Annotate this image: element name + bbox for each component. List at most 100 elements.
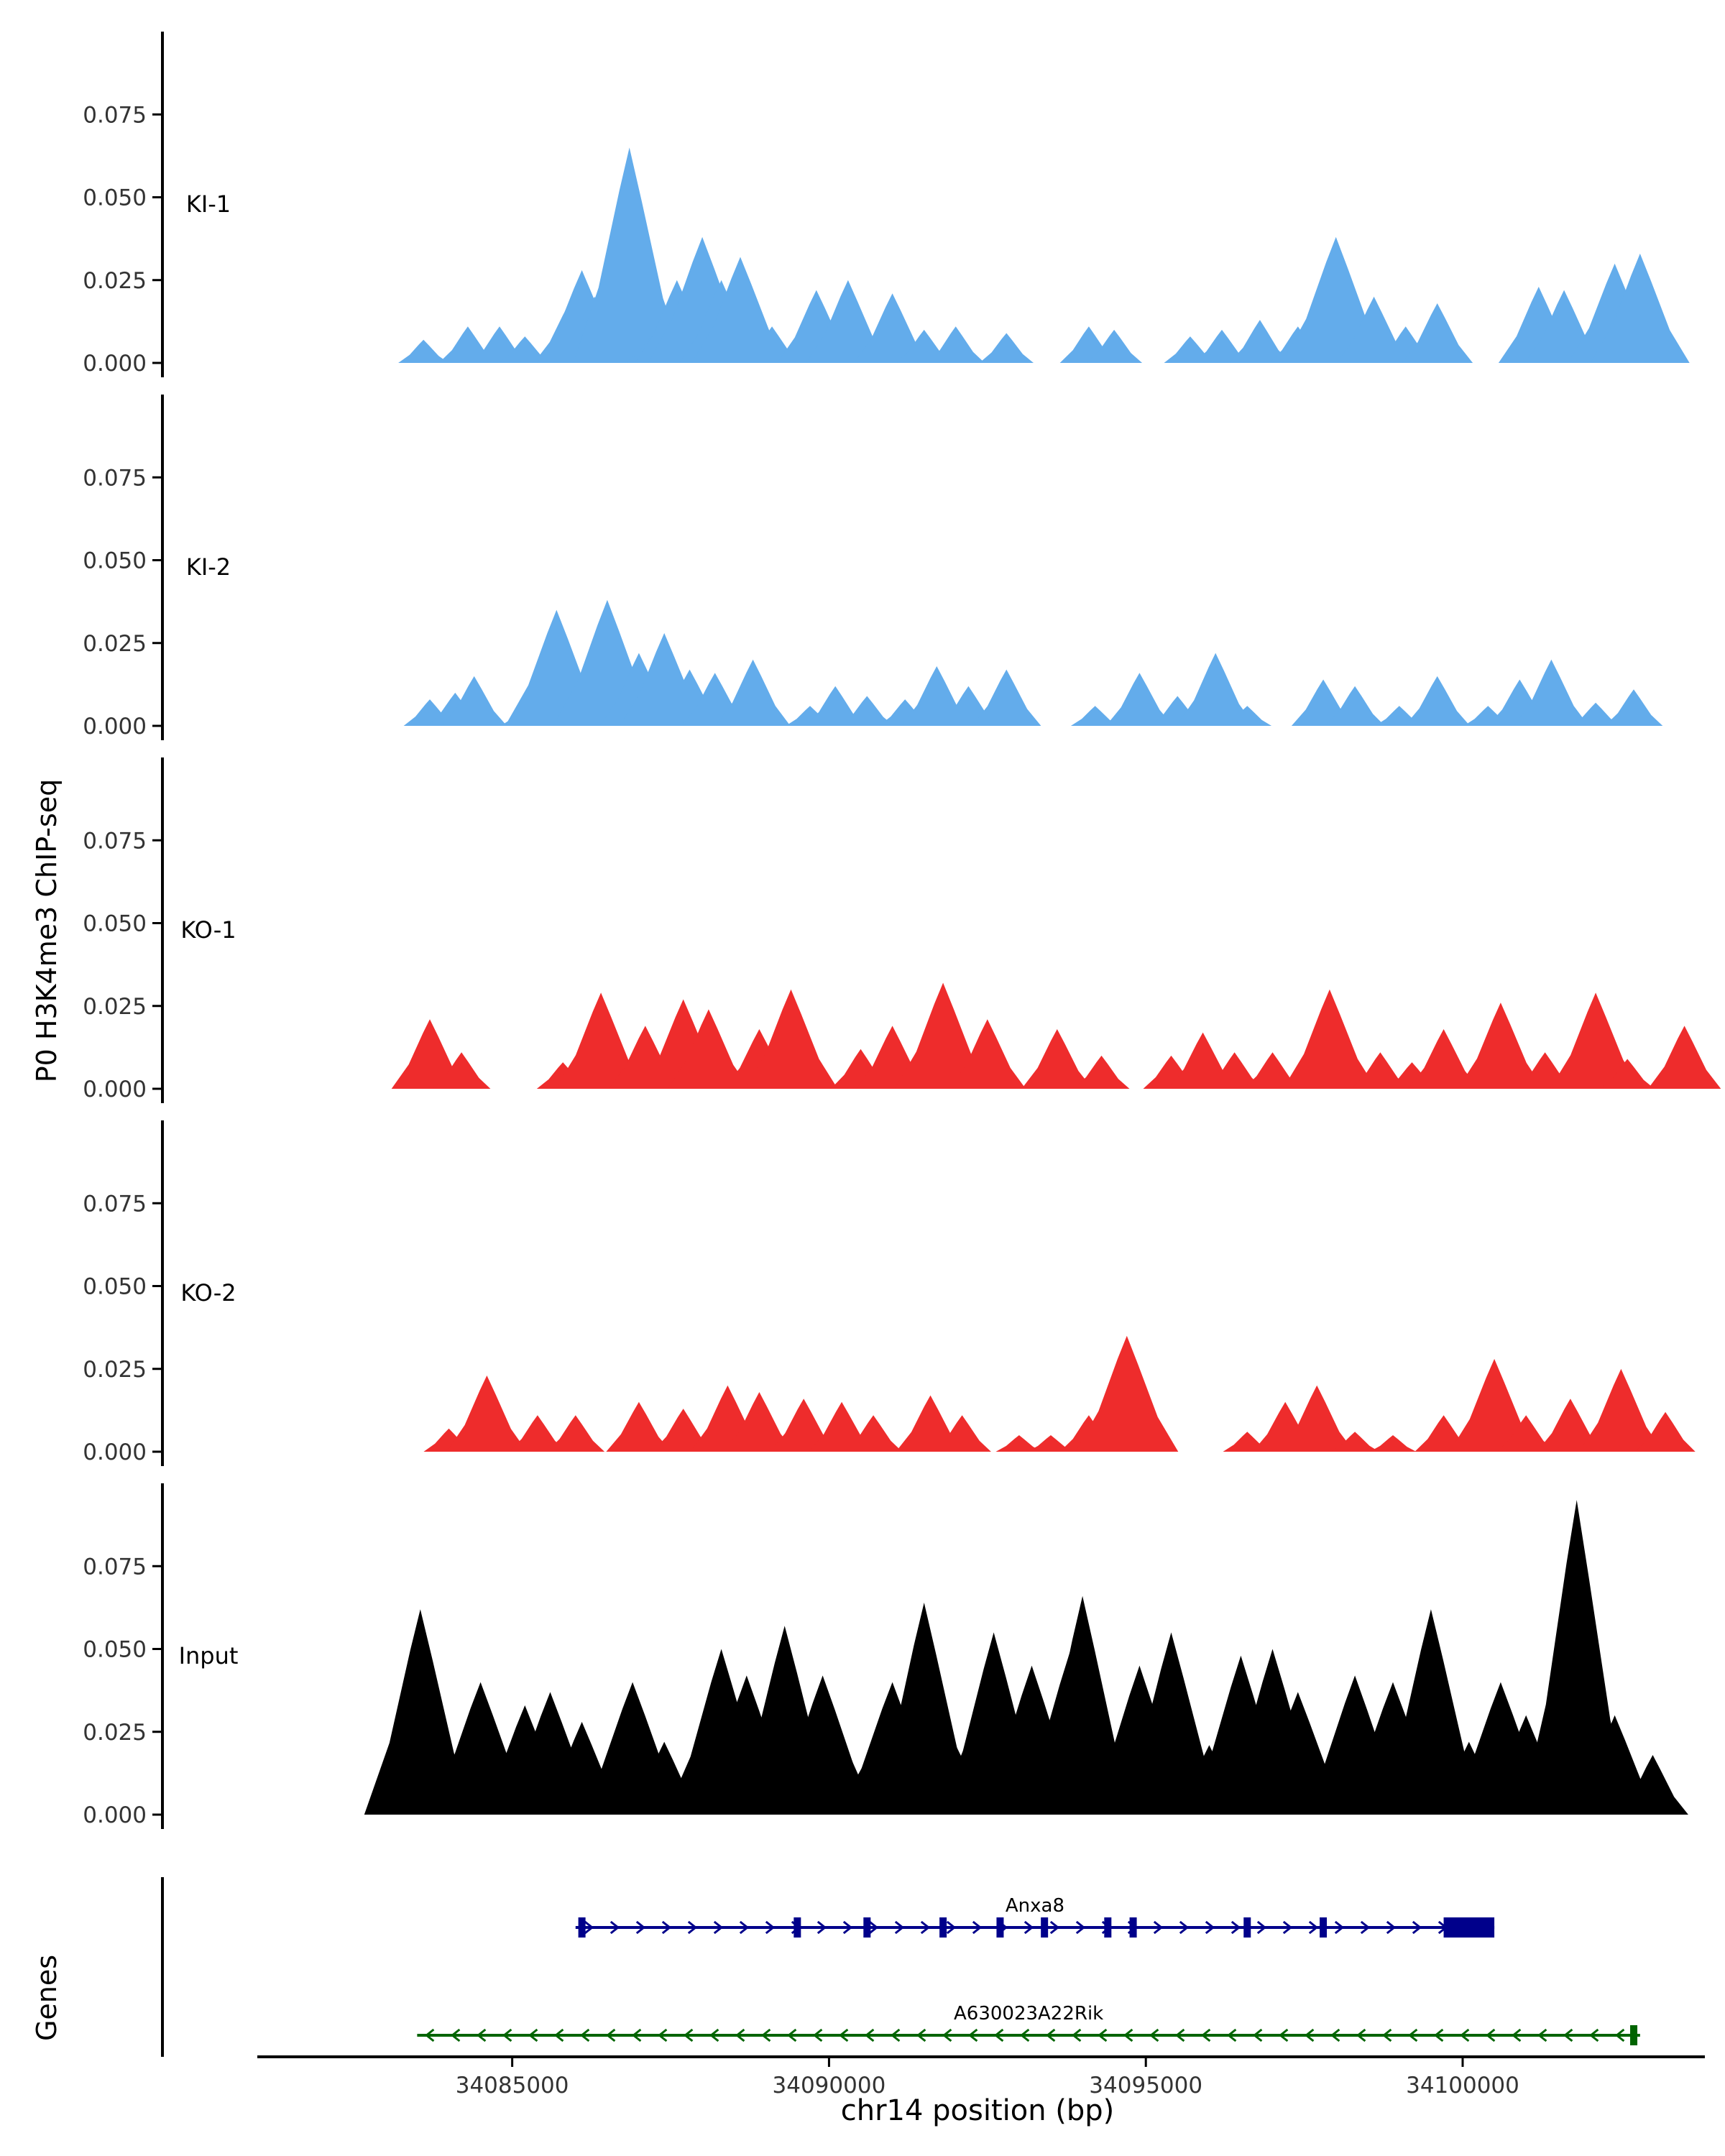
signal-peak — [1027, 1435, 1075, 1452]
exon — [794, 1917, 801, 1938]
strand-arrow — [972, 1920, 983, 1935]
signal-peak — [844, 1415, 903, 1452]
strand-arrow — [502, 2028, 512, 2042]
strand-arrow — [916, 2028, 926, 2042]
strand-arrow — [1075, 1920, 1086, 1935]
strand-arrow — [739, 1920, 750, 1935]
strand-arrow — [894, 1920, 905, 1935]
y-tick-label: 0.050 — [83, 1637, 147, 1663]
strand-arrow — [942, 2028, 952, 2042]
signal-peak — [1537, 1399, 1604, 1452]
track-ki-1: 0.000 0.025 0.050 0.075 KI-1 — [83, 32, 1690, 377]
exon-block — [1443, 1917, 1495, 1938]
signal-peak — [1578, 1368, 1663, 1452]
y-tick-label: 0.075 — [83, 1191, 147, 1217]
signal-peak — [995, 1435, 1043, 1452]
strand-arrow — [683, 2028, 694, 2042]
signal-peak — [1205, 1052, 1264, 1089]
strand-arrow — [1588, 2028, 1599, 2042]
signal-peak — [1351, 1052, 1409, 1089]
y-tick-label: 0.000 — [83, 1077, 147, 1102]
strand-arrow — [1433, 2028, 1444, 2042]
signal-peak — [1176, 653, 1255, 726]
track-ki-2: 0.000 0.025 0.050 0.075 KI-2 — [83, 395, 1663, 740]
strand-arrow — [584, 1920, 594, 1935]
strand-arrow — [1123, 2028, 1133, 2042]
signal-peak — [1617, 1755, 1688, 1815]
strand-arrow — [1097, 2028, 1108, 2042]
signal-peak — [1600, 1059, 1655, 1089]
signal-peak — [949, 1019, 1026, 1089]
strand-arrow — [760, 2028, 771, 2042]
signal-peak — [1279, 1385, 1355, 1452]
signal-peak — [805, 686, 865, 726]
strand-arrow — [946, 1920, 957, 1935]
strand-arrow — [553, 2028, 564, 2042]
y-tick-label: 0.000 — [83, 1802, 147, 1828]
strand-arrow — [1356, 2028, 1366, 2042]
signal-peak — [1520, 1500, 1633, 1815]
exon — [1630, 2025, 1638, 2045]
strand-arrow — [1205, 1920, 1215, 1935]
y-tick-label: 0.075 — [83, 828, 147, 854]
signal-peak — [933, 1415, 991, 1452]
signal-peak — [744, 989, 838, 1089]
strand-arrow — [610, 1920, 620, 1935]
signal-peak — [546, 1415, 605, 1452]
y-tick-label: 0.050 — [83, 185, 147, 211]
strand-arrow — [1230, 1920, 1241, 1935]
strand-arrow — [1614, 2028, 1625, 2042]
strand-arrow — [661, 1920, 672, 1935]
strand-arrow — [579, 2028, 590, 2042]
strand-arrow — [450, 2028, 461, 2042]
strand-arrow — [967, 2028, 978, 2042]
track-name-label: KO-2 — [180, 1279, 236, 1307]
x-axis-title: chr14 position (bp) — [841, 2094, 1115, 2127]
track-name-label: KO-1 — [180, 916, 236, 944]
strand-arrow — [476, 2028, 487, 2042]
signal-peak — [1570, 702, 1622, 726]
strand-arrow — [1049, 1920, 1060, 1935]
exon — [1104, 1917, 1112, 1938]
strand-arrow — [864, 2028, 875, 2042]
strand-arrow — [765, 1920, 776, 1935]
genes-axis-title: Genes — [31, 1955, 63, 2041]
strand-arrow — [1179, 1920, 1190, 1935]
strand-arrow — [1334, 1920, 1345, 1935]
strand-arrow — [842, 1920, 853, 1935]
strand-arrow — [812, 2028, 823, 2042]
strand-arrow — [1407, 2028, 1418, 2042]
strand-arrow — [605, 2028, 616, 2042]
signal-peak — [926, 326, 985, 363]
strand-arrow — [1563, 2028, 1573, 2042]
x-tick-label: 34085000 — [456, 2073, 569, 2099]
strand-arrow — [868, 1920, 879, 1935]
strand-arrow — [635, 1920, 646, 1935]
signal-peak — [1229, 320, 1291, 363]
signal-peak — [1075, 1335, 1179, 1452]
strand-arrow — [786, 2028, 797, 2042]
signal-peak — [441, 676, 507, 726]
strand-arrow — [838, 2028, 849, 2042]
genes-layer: Anxa8 A630023A22Rik — [161, 1877, 1640, 2057]
exon — [578, 1917, 586, 1938]
x-tick-label: 34090000 — [773, 2073, 886, 2099]
strand-arrow — [424, 2028, 435, 2042]
y-tick-label: 0.025 — [83, 631, 147, 657]
y-tick-label: 0.025 — [83, 1720, 147, 1746]
track-name-label: KI-2 — [186, 553, 231, 581]
y-tick-label: 0.025 — [83, 1357, 147, 1383]
exon — [863, 1917, 871, 1938]
signal-peak — [854, 293, 931, 363]
signal-peak — [724, 1392, 795, 1452]
signal-peak — [498, 336, 551, 363]
signal-peak — [1194, 329, 1250, 363]
strand-arrow — [1308, 1920, 1319, 1935]
y-tick-label: 0.075 — [83, 1554, 147, 1580]
signal-peak — [1070, 706, 1120, 726]
signal-peak — [1073, 1055, 1130, 1089]
signal-peak — [1086, 329, 1143, 363]
signal-peak — [715, 659, 791, 726]
signal-peak — [364, 1609, 477, 1815]
